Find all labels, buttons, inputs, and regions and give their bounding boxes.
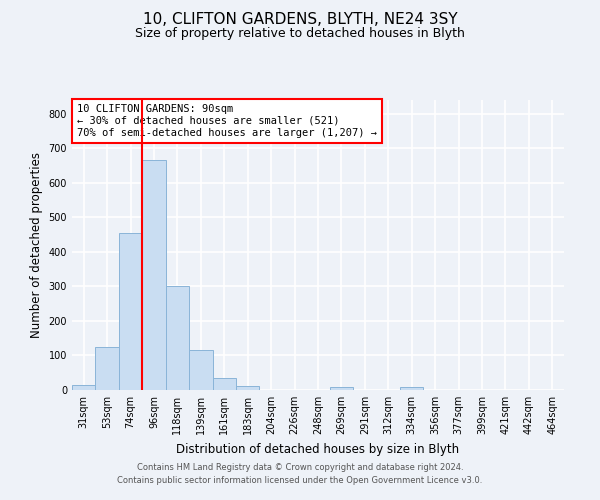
Bar bbox=[212, 378, 236, 390]
Bar bbox=[166, 286, 189, 390]
Text: 10, CLIFTON GARDENS, BLYTH, NE24 3SY: 10, CLIFTON GARDENS, BLYTH, NE24 3SY bbox=[143, 12, 457, 28]
Text: Contains HM Land Registry data © Crown copyright and database right 2024.: Contains HM Land Registry data © Crown c… bbox=[137, 464, 463, 472]
Text: Contains public sector information licensed under the Open Government Licence v3: Contains public sector information licen… bbox=[118, 476, 482, 485]
Bar bbox=[142, 160, 166, 390]
Y-axis label: Number of detached properties: Number of detached properties bbox=[30, 152, 43, 338]
Bar bbox=[95, 347, 119, 390]
Bar bbox=[189, 350, 212, 390]
Bar bbox=[330, 386, 353, 390]
Bar bbox=[72, 385, 95, 390]
Bar bbox=[119, 233, 142, 390]
Bar bbox=[236, 386, 259, 390]
Bar bbox=[400, 387, 424, 390]
Text: Size of property relative to detached houses in Blyth: Size of property relative to detached ho… bbox=[135, 28, 465, 40]
X-axis label: Distribution of detached houses by size in Blyth: Distribution of detached houses by size … bbox=[176, 442, 460, 456]
Text: 10 CLIFTON GARDENS: 90sqm
← 30% of detached houses are smaller (521)
70% of semi: 10 CLIFTON GARDENS: 90sqm ← 30% of detac… bbox=[77, 104, 377, 138]
